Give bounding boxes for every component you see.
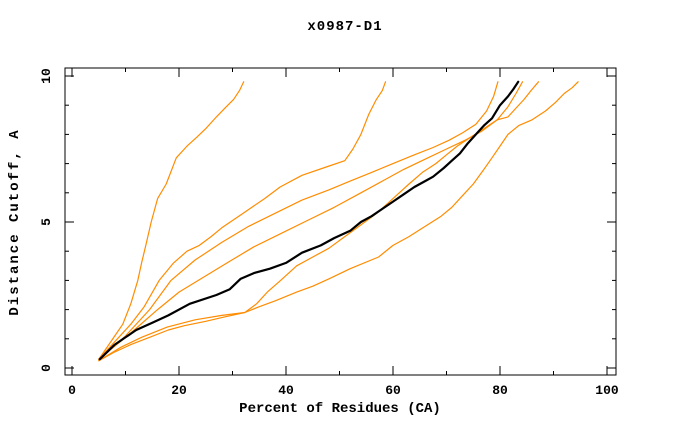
plot-area: 0 20 40 60 80 100 0 5 10	[39, 67, 619, 398]
curve-orange-model-3	[98, 81, 499, 360]
x-tick-label-20: 20	[171, 383, 187, 398]
x-axis-label: Percent of Residues (CA)	[239, 401, 441, 417]
y-tick-label-10: 10	[39, 68, 54, 84]
curve-orange-model-5	[98, 81, 540, 362]
chart-title: x0987-D1	[307, 19, 382, 35]
curve-orange-model-6	[98, 81, 579, 362]
y-axis-label: Distance Cutoff, A	[7, 128, 23, 315]
y-tick-label-5: 5	[39, 218, 54, 226]
x-tick-label-80: 80	[492, 383, 508, 398]
y-tick-label-0: 0	[39, 364, 54, 372]
curve-orange-model-1	[98, 81, 245, 360]
x-tick-label-0: 0	[68, 383, 76, 398]
x-tick-label-40: 40	[278, 383, 294, 398]
curve-orange-model-2	[98, 81, 387, 360]
x-tick-label-60: 60	[385, 383, 401, 398]
x-tick-label-100: 100	[595, 383, 619, 398]
curve-black-highlighted-model	[98, 80, 520, 361]
plot-frame	[64, 67, 617, 376]
